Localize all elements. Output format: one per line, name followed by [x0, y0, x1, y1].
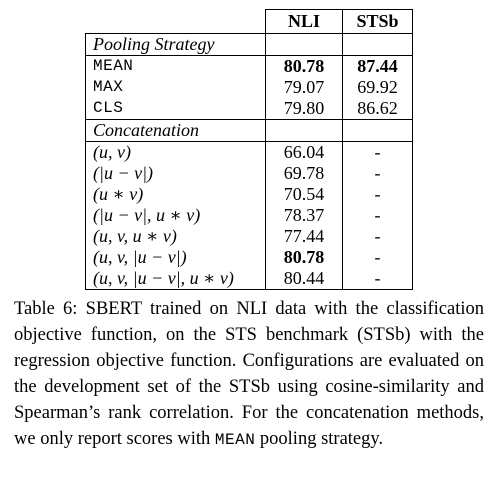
stsb-value: - [342, 184, 413, 205]
row-label: CLS [85, 98, 266, 120]
stsb-value: - [342, 226, 413, 247]
nli-value: 79.80 [265, 98, 343, 120]
row-label: (u, v) [85, 141, 266, 163]
table-row: CLS 79.80 86.62 [85, 98, 413, 120]
nli-value: 80.78 [265, 247, 343, 268]
caption-text-end: pooling strategy. [255, 429, 384, 449]
table-row: (u, v, u ∗ v) 77.44 - [85, 226, 413, 247]
stsb-value: - [342, 268, 413, 290]
table-row: (|u − v|) 69.78 - [85, 163, 413, 184]
results-table: NLI STSb Pooling Strategy MEAN 80.78 87.… [85, 9, 413, 290]
nli-value: 80.78 [265, 55, 343, 77]
stsb-value: - [342, 141, 413, 163]
stsb-value: 86.62 [342, 98, 413, 120]
stsb-value: - [342, 247, 413, 268]
section-row-concatenation: Concatenation [85, 119, 413, 142]
stsb-value: 87.44 [342, 55, 413, 77]
nli-value: 69.78 [265, 163, 343, 184]
nli-value: 78.37 [265, 205, 343, 226]
header-empty-cell [86, 10, 266, 34]
stsb-value: - [342, 163, 413, 184]
stsb-value: - [342, 205, 413, 226]
nli-value: 66.04 [265, 141, 343, 163]
row-label: MEAN [85, 55, 266, 77]
table-row: MAX 79.07 69.92 [85, 77, 413, 98]
section-title: Pooling Strategy [85, 33, 266, 56]
row-label: (|u − v|) [85, 163, 266, 184]
row-label: (u, v, u ∗ v) [85, 226, 266, 247]
nli-value: 80.44 [265, 268, 343, 290]
header-stsb: STSb [342, 9, 413, 34]
header-nli: NLI [265, 9, 343, 34]
row-label: (u, v, |u − v|) [85, 247, 266, 268]
row-label: (u, v, |u − v|, u ∗ v) [85, 268, 266, 290]
section-title: Concatenation [85, 119, 266, 142]
nli-value: 79.07 [265, 77, 343, 98]
row-label: (u ∗ v) [85, 184, 266, 205]
row-label: (|u − v|, u ∗ v) [85, 205, 266, 226]
row-label: MAX [85, 77, 266, 98]
caption-mono-word: MEAN [214, 431, 256, 449]
table-row: (u, v) 66.04 - [85, 141, 413, 163]
table-row: (|u − v|, u ∗ v) 78.37 - [85, 205, 413, 226]
caption-text: Table 6: SBERT trained on NLI data with … [14, 299, 484, 449]
stsb-value: 69.92 [342, 77, 413, 98]
header-row: NLI STSb [86, 9, 413, 34]
section-row-pooling: Pooling Strategy [85, 33, 413, 56]
table-row: (u, v, |u − v|, u ∗ v) 80.44 - [85, 268, 413, 290]
table-row: (u, v, |u − v|) 80.78 - [85, 247, 413, 268]
nli-value: 70.54 [265, 184, 343, 205]
table-row: MEAN 80.78 87.44 [85, 55, 413, 77]
nli-value: 77.44 [265, 226, 343, 247]
table-caption: Table 6: SBERT trained on NLI data with … [14, 296, 484, 453]
table-row: (u ∗ v) 70.54 - [85, 184, 413, 205]
